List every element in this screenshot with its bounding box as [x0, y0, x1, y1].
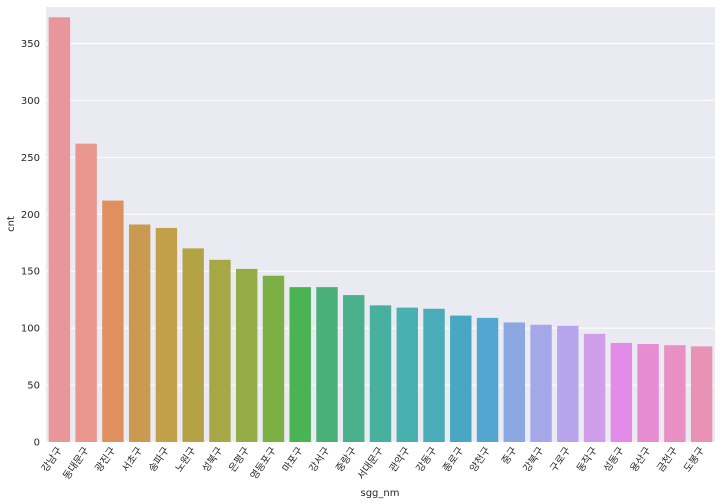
bar [128, 224, 151, 442]
x-tick-label: 영등포구 [248, 445, 279, 482]
bar [450, 315, 472, 442]
x-tick-label: 종로구 [441, 445, 467, 474]
bar [503, 322, 526, 442]
x-tick-label: 강북구 [521, 445, 547, 474]
y-tick-label: 300 [21, 96, 40, 107]
bar [102, 200, 124, 442]
bar [690, 346, 713, 442]
x-tick-label: 송파구 [146, 445, 172, 474]
bar [48, 17, 71, 443]
y-axis-ticks: 0 50 100 150 200 250 300 350 [21, 39, 40, 449]
x-tick-label: 양천구 [467, 445, 493, 474]
bar [369, 305, 392, 442]
x-tick-label: 강남구 [39, 445, 65, 474]
bar [610, 342, 633, 442]
y-tick-label: 0 [34, 438, 40, 449]
x-tick-label: 노원구 [173, 445, 199, 474]
x-tick-label: 동대문구 [61, 445, 92, 482]
x-tick-label: 구로구 [548, 445, 573, 474]
bar [530, 324, 552, 442]
y-tick-label: 150 [21, 267, 40, 278]
x-tick-label: 광진구 [93, 445, 119, 474]
y-axis-label: cnt [6, 216, 17, 232]
bar [262, 275, 285, 442]
x-tick-label: 강동구 [414, 445, 440, 474]
bar [235, 268, 258, 442]
y-tick-label: 50 [27, 381, 40, 392]
x-tick-label: 용산구 [628, 445, 654, 474]
x-tick-label: 서대문구 [355, 445, 386, 482]
x-tick-label: 성동구 [601, 445, 627, 474]
bar [155, 227, 178, 442]
y-tick-label: 250 [21, 153, 40, 164]
x-tick-label: 관악구 [387, 445, 413, 474]
bar [664, 345, 686, 442]
x-tick-label: 마포구 [280, 445, 306, 474]
x-tick-label: 도봉구 [681, 445, 707, 474]
bar [476, 317, 499, 442]
x-axis-label: sgg_nm [361, 488, 400, 499]
bar [289, 287, 311, 442]
bar [343, 295, 365, 442]
bar [182, 248, 204, 442]
bar [423, 308, 445, 442]
bars [48, 17, 713, 443]
bar [209, 259, 231, 442]
y-tick-label: 200 [21, 210, 40, 221]
x-tick-label: 금천구 [655, 445, 681, 474]
bar [396, 307, 418, 442]
x-tick-label: 은평구 [226, 445, 252, 474]
bar [557, 325, 579, 442]
bar [316, 287, 338, 442]
bar [583, 333, 606, 442]
x-tick-label: 강서구 [307, 445, 333, 474]
bar [75, 143, 97, 442]
x-tick-label: 성북구 [200, 445, 226, 474]
x-tick-label: 동작구 [574, 445, 600, 474]
x-tick-label: 서초구 [119, 445, 145, 474]
y-tick-label: 100 [21, 324, 40, 335]
x-tick-label: 중구 [499, 445, 519, 467]
y-tick-label: 350 [21, 39, 40, 50]
bar [637, 344, 659, 442]
x-tick-label: 중랑구 [334, 445, 360, 474]
